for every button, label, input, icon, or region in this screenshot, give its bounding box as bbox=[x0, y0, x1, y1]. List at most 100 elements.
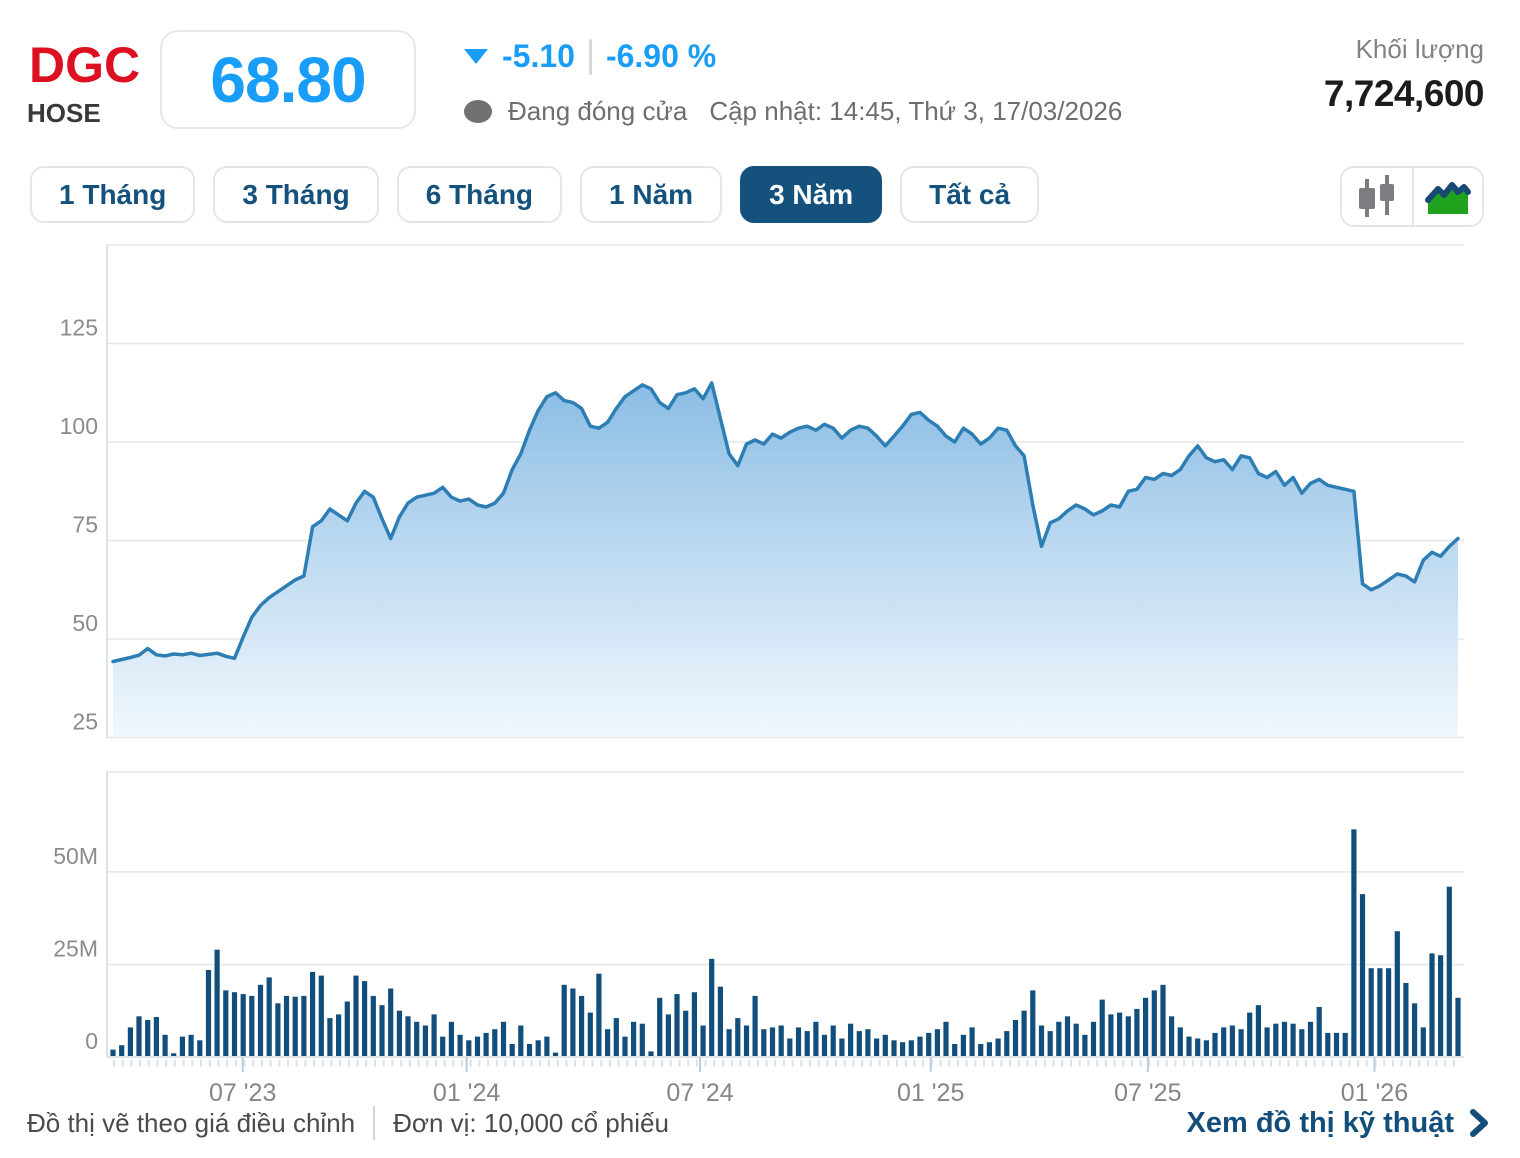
volume-bar bbox=[1099, 999, 1105, 1057]
volume-bar bbox=[1151, 990, 1157, 1057]
volume-bar bbox=[882, 1034, 888, 1057]
exchange-label: HOSE bbox=[27, 98, 101, 128]
volume-bar bbox=[848, 1023, 854, 1057]
volume-bar bbox=[631, 1021, 637, 1057]
x-axis-label: 01 '25 bbox=[897, 1079, 964, 1107]
volume-bar bbox=[691, 992, 697, 1057]
volume-bar bbox=[127, 1027, 133, 1057]
volume-bar bbox=[821, 1034, 828, 1057]
volume-bar bbox=[266, 977, 272, 1057]
volume-bar bbox=[405, 1016, 411, 1057]
volume-bar bbox=[275, 1003, 281, 1057]
volume-bar bbox=[257, 984, 264, 1057]
volume-bar bbox=[474, 1036, 481, 1057]
volume-bar bbox=[570, 988, 576, 1057]
market-status: Đang đóng cửa bbox=[508, 96, 688, 126]
volume-bar bbox=[795, 1027, 802, 1057]
range-tab-3-năm[interactable]: 3 Năm bbox=[740, 166, 883, 223]
volume-bar bbox=[440, 1036, 446, 1057]
volume-label: Khối lượng bbox=[1355, 34, 1484, 64]
volume-bar bbox=[518, 1025, 524, 1057]
volume-bar bbox=[726, 1029, 732, 1057]
volume-bar bbox=[500, 1021, 507, 1057]
volume-bar bbox=[535, 1040, 541, 1057]
volume-bar bbox=[1203, 1040, 1209, 1057]
volume-bar bbox=[1021, 1010, 1027, 1057]
range-tab-1-tháng[interactable]: 1 Tháng bbox=[30, 166, 196, 223]
volume-block: Khối lượng 7,724,600 bbox=[1323, 34, 1485, 115]
volume-bar bbox=[986, 1042, 992, 1057]
volume-bar bbox=[778, 1025, 784, 1057]
chevron-right-icon bbox=[1470, 1109, 1488, 1137]
volume-bar bbox=[865, 1029, 871, 1057]
volume-bar bbox=[145, 1020, 151, 1057]
volume-bar bbox=[1446, 886, 1452, 1057]
range-tabs: 1 Tháng 3 Tháng 6 Tháng 1 Năm 3 Năm Tất cả bbox=[30, 166, 1040, 223]
volume-bar bbox=[891, 1040, 897, 1057]
market-status-row: Đang đóng cửa Cập nhật: 14:45, Thứ 3, 17… bbox=[464, 96, 1122, 127]
volume-bar bbox=[136, 1016, 142, 1057]
volume-bar bbox=[969, 1027, 975, 1057]
volume-bar bbox=[544, 1036, 550, 1057]
volume-bar bbox=[769, 1027, 776, 1057]
price-change-row: -5.10 -6.90 % bbox=[464, 38, 716, 75]
volume-bar bbox=[717, 986, 723, 1057]
volume-bar bbox=[422, 1025, 428, 1057]
stock-symbol: DGC bbox=[29, 37, 141, 93]
volume-bar bbox=[605, 1029, 611, 1057]
volume-bar bbox=[379, 1005, 385, 1057]
volume-bar bbox=[318, 975, 324, 1057]
volume-bar bbox=[648, 1051, 654, 1057]
volume-bar bbox=[995, 1038, 1001, 1057]
volume-bar bbox=[709, 958, 715, 1057]
volume-bar bbox=[283, 995, 290, 1057]
volume-bar bbox=[526, 1044, 533, 1057]
volume-bar bbox=[1247, 1012, 1253, 1057]
chart-type-toggle bbox=[1340, 166, 1484, 227]
volume-bar bbox=[552, 1052, 559, 1057]
volume-bar bbox=[639, 1023, 645, 1057]
triangle-down-icon bbox=[464, 49, 488, 64]
volume-bar bbox=[1134, 1008, 1140, 1057]
volume-bar bbox=[362, 981, 368, 1057]
volume-bar bbox=[171, 1053, 177, 1057]
last-updated: Cập nhật: 14:45, Thứ 3, 17/03/2026 bbox=[709, 96, 1123, 126]
price-y-label: 25 bbox=[72, 709, 98, 735]
volume-bar bbox=[1195, 1038, 1201, 1057]
volume-bar bbox=[414, 1021, 420, 1057]
volume-bar bbox=[1281, 1021, 1288, 1057]
candlestick-chart-button[interactable] bbox=[1342, 168, 1412, 225]
range-tab-1-năm[interactable]: 1 Năm bbox=[580, 166, 723, 223]
range-tab-6-tháng[interactable]: 6 Tháng bbox=[396, 166, 563, 223]
volume-bar bbox=[839, 1038, 845, 1057]
volume-bar bbox=[231, 992, 238, 1057]
volume-bar bbox=[162, 1034, 168, 1057]
volume-bar bbox=[900, 1042, 906, 1057]
price-y-label: 100 bbox=[60, 413, 98, 439]
volume-bar bbox=[1420, 1027, 1426, 1057]
volume-value: 7,724,600 bbox=[1323, 73, 1485, 114]
volume-bar bbox=[856, 1031, 862, 1057]
volume-bar bbox=[457, 1034, 463, 1057]
price-volume-chart[interactable]: 125 100 75 50 25 50M 25M 0 07 '23 01 '24 07 '24 01 … bbox=[0, 228, 1520, 1108]
volume-bar bbox=[1429, 953, 1435, 1057]
volume-bar bbox=[1056, 1021, 1062, 1057]
volume-bar bbox=[1394, 931, 1400, 1057]
price-line bbox=[111, 381, 1460, 664]
volume-bar bbox=[1438, 955, 1444, 1057]
range-tab-tất-cả[interactable]: Tất cả bbox=[900, 166, 1040, 223]
volume-bar bbox=[613, 1018, 619, 1057]
volume-bar bbox=[1238, 1029, 1244, 1057]
volume-bar bbox=[344, 1001, 350, 1057]
volume-bar bbox=[1333, 1032, 1340, 1057]
range-tab-3-tháng[interactable]: 3 Tháng bbox=[213, 166, 379, 223]
volume-bar bbox=[683, 1010, 689, 1057]
volume-y-label: 0 bbox=[85, 1028, 98, 1054]
volume-bar bbox=[1038, 1025, 1045, 1057]
volume-bar bbox=[978, 1044, 984, 1057]
technical-chart-link[interactable]: Xem đồ thị kỹ thuật bbox=[1187, 1107, 1490, 1140]
unit-note: Đơn vị: 10,000 cổ phiếu bbox=[393, 1107, 669, 1138]
area-chart-button[interactable] bbox=[1412, 168, 1482, 225]
volume-bar bbox=[787, 1038, 793, 1057]
